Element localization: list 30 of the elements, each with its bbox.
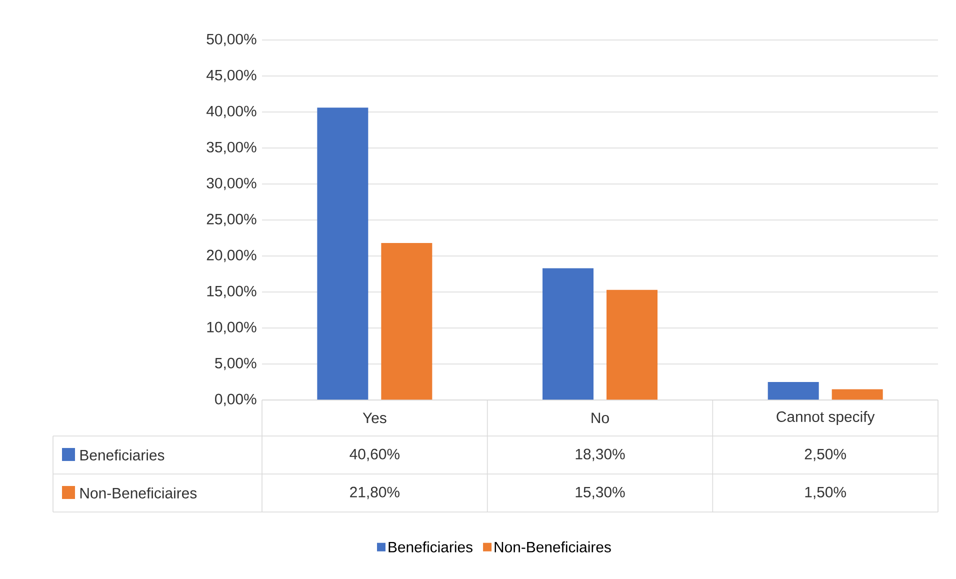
bar — [317, 108, 368, 400]
y-tick-label: 30,00% — [206, 178, 256, 190]
y-tick-label: 15,00% — [207, 286, 256, 298]
legend-label: Non-Beneficiaires — [494, 541, 611, 552]
bar — [542, 268, 594, 400]
data-label: 40,60% — [350, 448, 400, 462]
x-tick-label: No — [592, 412, 609, 424]
text: Non-Beneficiaires — [80, 488, 197, 498]
y-tick-label: 10,00% — [207, 322, 256, 334]
y-tick-label: 0,00% — [215, 394, 256, 406]
bar — [606, 290, 658, 400]
data-label: 21,80% — [350, 486, 400, 500]
legend-label: Beneficiaries — [388, 541, 472, 552]
y-tick-label: 35,00% — [206, 142, 256, 154]
data-label: 15,30% — [576, 486, 625, 500]
x-tick-label: Yes — [362, 412, 386, 424]
y-tick-label: 20,00% — [206, 250, 256, 262]
y-tick-label: 5,00% — [215, 358, 256, 370]
y-tick-label: 25,00% — [206, 214, 256, 226]
y-tick-label: 40,00% — [206, 106, 256, 118]
data-label: 2,50% — [804, 448, 846, 462]
data-label: 18,30% — [576, 448, 625, 462]
data-label: 1,50% — [805, 486, 846, 500]
bar — [832, 389, 883, 400]
x-tick-label: Cannot specify — [776, 411, 875, 425]
bar — [381, 243, 432, 400]
y-tick-label: 50,00% — [206, 34, 256, 46]
bar — [768, 382, 819, 400]
y-tick-label: 45,00% — [206, 70, 256, 82]
text: Beneficiaries — [80, 450, 164, 460]
